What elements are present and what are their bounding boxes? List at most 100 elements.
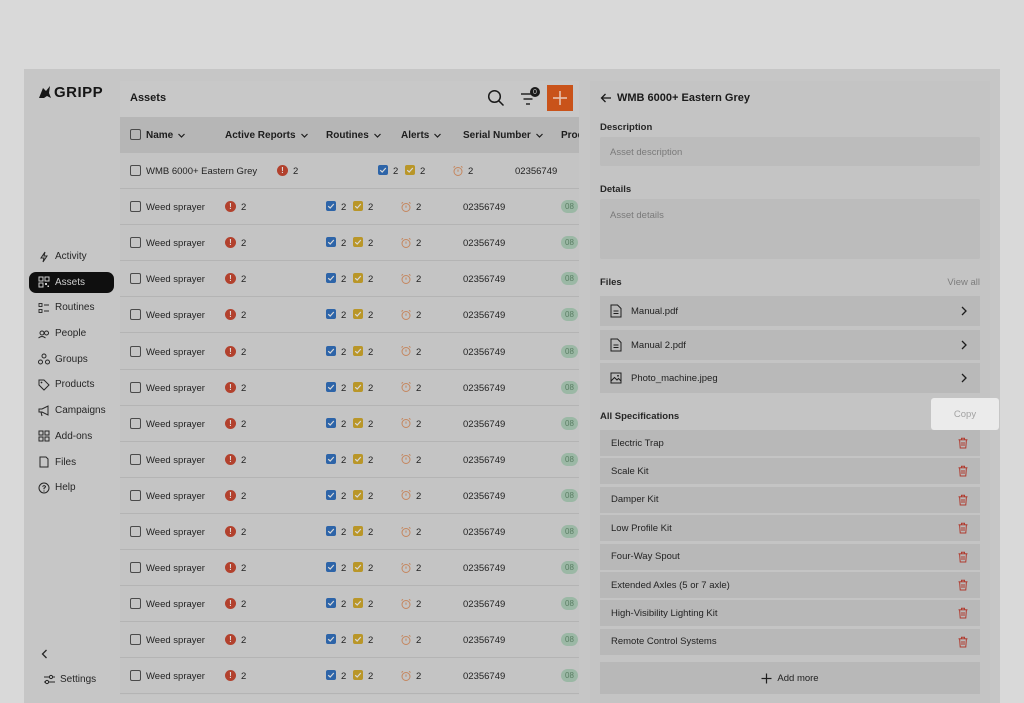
serial-number: 02356749 [463,490,506,502]
table-row[interactable]: WMB 6000+ Eastern Grey! 2 2 2 2 02356749 [120,153,579,190]
table-row[interactable]: Weed sprayer! 2 2 2 2 02356749 08 [120,658,579,695]
active-reports-count: 2 [241,454,247,466]
column-alerts[interactable]: Alerts [401,130,442,141]
sidebar-item-help[interactable]: Help [29,477,114,498]
table-row[interactable]: Weed sprayer! 2 2 2 2 02356749 08 [120,189,579,226]
chevron-right-icon [961,306,967,316]
row-checkbox[interactable] [130,201,141,213]
column-serial-number[interactable]: Serial Number [463,130,544,141]
asset-name: Weed sprayer [146,490,205,502]
add-asset-button[interactable] [547,85,573,111]
asset-name: Weed sprayer [146,671,205,683]
alarm-clock-icon [400,634,412,646]
report-alert-icon: ! [225,526,236,537]
row-checkbox[interactable] [130,237,141,249]
table-row[interactable]: Weed sprayer! 2 2 2 2 02356749 08 [120,370,579,406]
sidebar-item-campaigns[interactable]: Campaigns [29,400,114,421]
sidebar-item-assets[interactable]: Assets [29,271,114,293]
row-checkbox[interactable] [130,417,141,429]
table-row[interactable]: Weed sprayer! 2 2 2 2 02356749 08 [120,406,579,442]
column-routines[interactable]: Routines [326,130,382,141]
sidebar-item-groups[interactable]: Groups [29,349,114,370]
table-row[interactable]: Weed sprayer! 2 2 2 2 02356749 08 [120,586,579,623]
column-name[interactable]: Name [146,130,186,141]
table-row[interactable]: Weed sprayer! 2 2 2 2 02356749 08 [120,478,579,514]
row-checkbox[interactable] [130,273,141,285]
logo: GRIPP [38,84,103,101]
file-item[interactable]: Photo_machine.jpeg [600,363,980,393]
row-checkbox[interactable] [130,526,141,537]
row-checkbox[interactable] [130,453,141,465]
search-icon[interactable] [487,89,505,107]
column-prod[interactable]: Prod [561,130,579,141]
row-checkbox[interactable] [130,345,141,357]
sidebar-item-files[interactable]: Files [29,452,114,473]
sidebar-item-people[interactable]: People [29,323,114,344]
asset-title: WMB 6000+ Eastern Grey [617,92,750,104]
prod-badge: 08 [561,272,578,286]
sidebar-item-routines[interactable]: Routines [29,297,114,318]
serial-number: 02356749 [463,635,506,647]
add-more-button[interactable]: Add more [600,662,980,694]
sidebar-item-label: Routines [55,302,95,314]
table-row[interactable]: Weed sprayer! 2 2 2 2 02356749 08 [120,442,579,478]
report-alert-icon: ! [225,273,236,285]
trash-icon[interactable] [957,437,969,449]
sidebar-item-label: Campaigns [55,405,106,417]
report-alert-icon: ! [225,309,236,321]
trash-icon[interactable] [957,494,969,506]
sidebar-item-activity[interactable]: Activity [29,246,114,267]
report-alert-icon: ! [225,237,236,249]
collapse-sidebar-icon[interactable] [38,647,52,661]
trash-icon[interactable] [957,607,969,619]
alerts-count: 2 [416,635,422,647]
file-item[interactable]: Manual 2.pdf [600,330,980,360]
active-reports-count: 2 [241,527,247,538]
row-checkbox[interactable] [130,562,141,574]
routines-pending-count: 2 [368,418,374,430]
trash-icon[interactable] [957,636,969,648]
assets-header: Assets 0 [120,81,579,117]
routine-done-icon [326,598,336,609]
routines-pending-count: 2 [368,238,374,250]
chevron-down-icon [373,133,381,138]
trash-icon[interactable] [957,522,969,534]
details-field[interactable]: Asset details [600,199,980,259]
prod-badge: 08 [561,452,578,466]
table-row[interactable]: Weed sprayer! 2 2 2 2 02356749 08 [120,334,579,370]
specification-item: Scale Kit [600,458,980,485]
serial-number: 02356749 [463,671,506,683]
description-field[interactable]: Asset description [600,137,980,166]
alarm-clock-icon [400,453,412,465]
chevron-down-icon [535,133,543,138]
file-item[interactable]: Manual.pdf [600,296,980,326]
table-row[interactable]: Weed sprayer! 2 2 2 2 02356749 08 [120,622,579,659]
trash-icon[interactable] [957,465,969,477]
routines-pending-count: 2 [368,346,374,358]
trash-icon[interactable] [957,579,969,591]
table-row[interactable]: Weed sprayer! 2 2 2 2 02356749 08 [120,297,579,334]
row-checkbox[interactable] [130,381,141,393]
copy-button[interactable]: Copy [931,398,999,430]
table-row[interactable]: Weed sprayer! 2 2 2 2 02356749 08 [120,550,579,587]
sidebar-item-products[interactable]: Products [29,374,114,395]
select-all-checkbox[interactable] [130,129,141,140]
sidebar-item-add-ons[interactable]: Add-ons [29,426,114,447]
back-arrow-icon[interactable] [600,92,612,104]
routine-pending-icon [353,201,363,212]
view-all-link[interactable]: View all [947,277,980,288]
row-checkbox[interactable] [130,670,141,682]
row-checkbox[interactable] [130,634,141,646]
asset-name: Weed sprayer [146,454,205,466]
trash-icon[interactable] [957,551,969,563]
settings-button[interactable]: Settings [43,673,96,686]
table-row[interactable]: Weed sprayer! 2 2 2 2 02356749 08 [120,225,579,262]
table-row[interactable]: Weed sprayer! 2 2 2 2 02356749 08 [120,514,579,551]
column-active-reports[interactable]: Active Reports [225,130,309,141]
table-row[interactable]: Weed sprayer! 2 2 2 2 02356749 08 [120,261,579,298]
column-label: Prod [561,130,579,141]
row-checkbox[interactable] [130,165,141,176]
row-checkbox[interactable] [130,598,141,610]
row-checkbox[interactable] [130,309,141,321]
row-checkbox[interactable] [130,489,141,501]
